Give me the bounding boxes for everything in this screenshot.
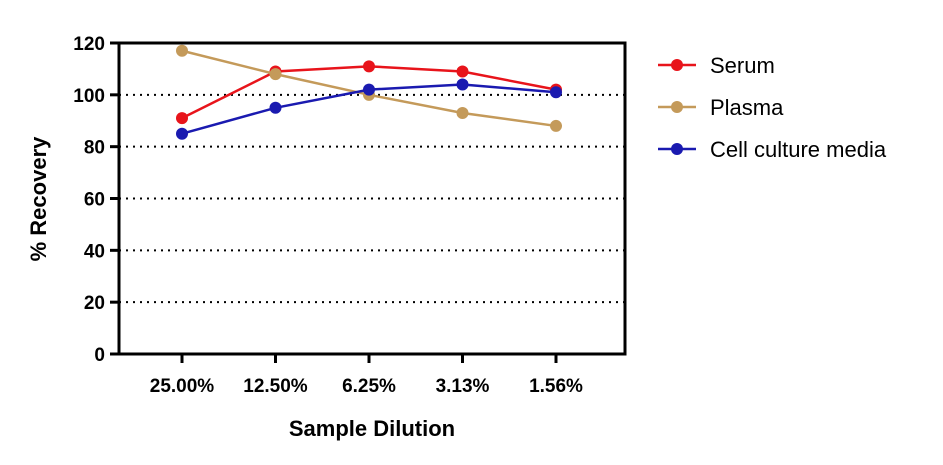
y-tick-label: 40 [84,241,105,262]
data-point [363,83,375,96]
legend-marker [671,59,683,71]
series-layer [176,44,562,140]
x-tick-label: 6.25% [342,376,396,397]
data-point [456,65,469,78]
x-axis-title: Sample Dilution [289,416,455,441]
x-tick-label: 3.13% [436,376,490,397]
legend-item: Cell culture media [658,137,887,162]
data-point [176,112,188,125]
data-point [550,86,562,99]
y-axis-title: % Recovery [26,136,51,262]
y-tick-label: 80 [84,138,105,159]
legend-marker [671,143,683,155]
y-tick-label: 120 [73,34,105,55]
data-point [269,101,282,114]
y-tick-label: 0 [94,345,105,366]
legend-marker [671,101,683,113]
x-tick-label: 1.56% [529,376,583,397]
data-point [176,127,188,140]
y-tick-label: 20 [84,293,105,314]
legend: Serum Plasma Cell culture media [658,53,887,162]
data-point [456,106,469,119]
x-tick-label: 12.50% [243,376,308,397]
data-point [176,44,188,57]
y-tick-label: 60 [84,190,105,211]
legend-item: Serum [658,53,775,78]
legend-label: Cell culture media [710,137,887,162]
y-axis: 0 20 40 60 80 100 120 [73,34,119,366]
data-point [456,78,469,91]
x-tick-label: 25.00% [150,376,215,397]
legend-item: Plasma [658,95,784,120]
legend-label: Plasma [710,95,784,120]
data-point [363,60,375,73]
data-point [550,119,562,132]
x-axis: 25.00% 12.50% 6.25% 3.13% 1.56% [150,354,583,397]
y-tick-label: 100 [73,86,105,107]
series-cell-culture-media [176,78,562,140]
legend-label: Serum [710,53,775,78]
data-point [269,68,282,81]
